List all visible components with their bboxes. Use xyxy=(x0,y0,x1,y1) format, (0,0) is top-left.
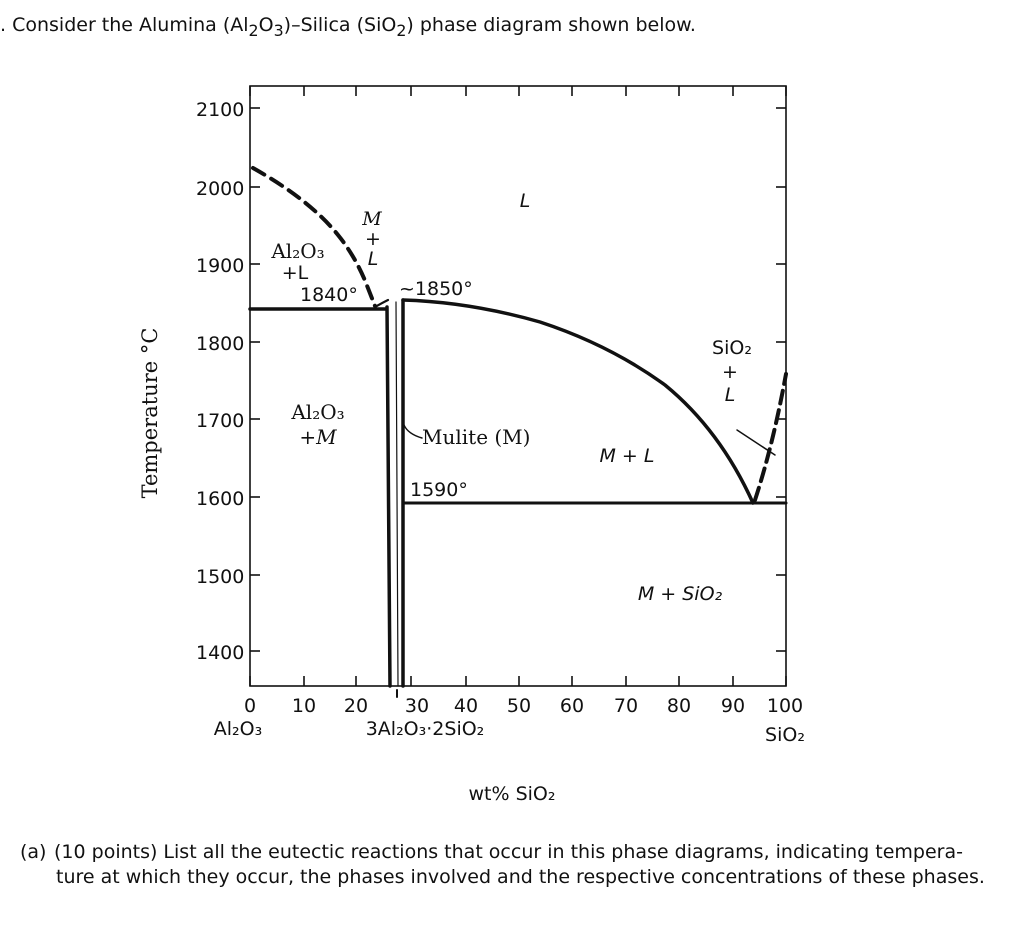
plot-frame xyxy=(249,85,787,687)
y-tick-label: 1700 xyxy=(196,410,244,432)
y-tick-label: 2100 xyxy=(196,99,244,121)
part-a-line2: ture at which they occur, the phases inv… xyxy=(56,866,985,888)
mullite-label-pointer xyxy=(403,424,423,439)
region-mullite-liquid-l: L xyxy=(368,248,379,270)
region-m-plus-sio2: M + SiO₂ xyxy=(638,583,723,605)
silica-liquidus xyxy=(401,298,755,505)
x-end-label-mullite: 3Al₂O₃·2SiO₂ xyxy=(366,718,485,740)
y-tick-label: 2000 xyxy=(196,178,244,200)
x-tick-label: 30 xyxy=(405,695,429,717)
axis-ticks xyxy=(249,86,787,686)
silica-liquidus-dashed xyxy=(753,372,788,502)
region-liquid-label: L xyxy=(520,190,531,212)
y-tick-label: 1500 xyxy=(196,566,244,588)
part-a-label: (a) xyxy=(20,841,47,863)
x-tick-label: 50 xyxy=(507,695,531,717)
question-title: . Consider the Alumina (Al2O3)–Silica (S… xyxy=(0,14,696,40)
x-tick-label: 90 xyxy=(721,695,745,717)
region-mullite-liquid-plus: + xyxy=(365,228,381,250)
region-mullite-label: Mulite (M) xyxy=(422,425,530,449)
x-tick-label: 10 xyxy=(292,695,316,717)
y-axis-label: Temperature °C xyxy=(138,328,162,499)
x-tick-label: 70 xyxy=(614,695,638,717)
region-silica-liquid-line1: SiO₂ xyxy=(712,337,752,359)
alumina-liquidus-dashed xyxy=(251,166,377,308)
y-tick-label: 1800 xyxy=(196,333,244,355)
x-axis-label: wt% SiO₂ xyxy=(469,783,556,805)
x-tick-label: 20 xyxy=(344,695,368,717)
region-m-plus-l: M + L xyxy=(600,445,655,467)
x-tick-label: 60 xyxy=(560,695,584,717)
y-tick-label: 1600 xyxy=(196,488,244,510)
region-silica-liquid-line2: + xyxy=(722,361,738,383)
x-tick-label: 100 xyxy=(767,695,803,717)
annotation-1850: ~1850° xyxy=(399,278,473,300)
y-tick-labels: 2100 2000 1900 1800 1700 1600 1500 1400 xyxy=(196,99,244,664)
x-tick-label: 40 xyxy=(454,695,478,717)
annotation-1590: 1590° xyxy=(410,479,468,501)
region-mullite-liquid-m: M xyxy=(361,208,382,230)
annotation-1840: 1840° xyxy=(300,284,358,306)
x-tick-labels: 0 10 20 30 40 50 60 70 80 90 100 xyxy=(244,695,803,717)
phase-diagram: 2100 2000 1900 1800 1700 1600 1500 1400 … xyxy=(138,85,805,805)
part-a-question: (a) (10 points) List all the eutectic rea… xyxy=(20,840,1010,890)
region-silica-liquid-line3: L xyxy=(725,384,736,406)
mullite-boundary-left xyxy=(385,305,392,688)
region-alumina-liquid-line1: Al₂O₃ xyxy=(270,239,324,263)
y-tick-label: 1900 xyxy=(196,255,244,277)
mullite-center-line xyxy=(395,301,399,687)
part-a-line1: (10 points) List all the eutectic reacti… xyxy=(54,841,963,863)
x-end-label-silica: SiO₂ xyxy=(765,724,805,746)
x-tick-label: 80 xyxy=(667,695,691,717)
phase-boundaries xyxy=(248,166,788,698)
y-tick-label: 1400 xyxy=(196,642,244,664)
region-alumina-liquid-line2: +L xyxy=(282,262,309,284)
mullite-liquidus-small xyxy=(373,298,390,309)
sio2-pointer-line xyxy=(736,429,776,456)
region-alumina-mullite-line2: +M xyxy=(299,425,337,449)
x-tick-label: 0 xyxy=(244,695,256,717)
region-alumina-mullite-line1: Al₂O₃ xyxy=(290,400,344,424)
x-end-label-alumina: Al₂O₃ xyxy=(214,718,262,740)
